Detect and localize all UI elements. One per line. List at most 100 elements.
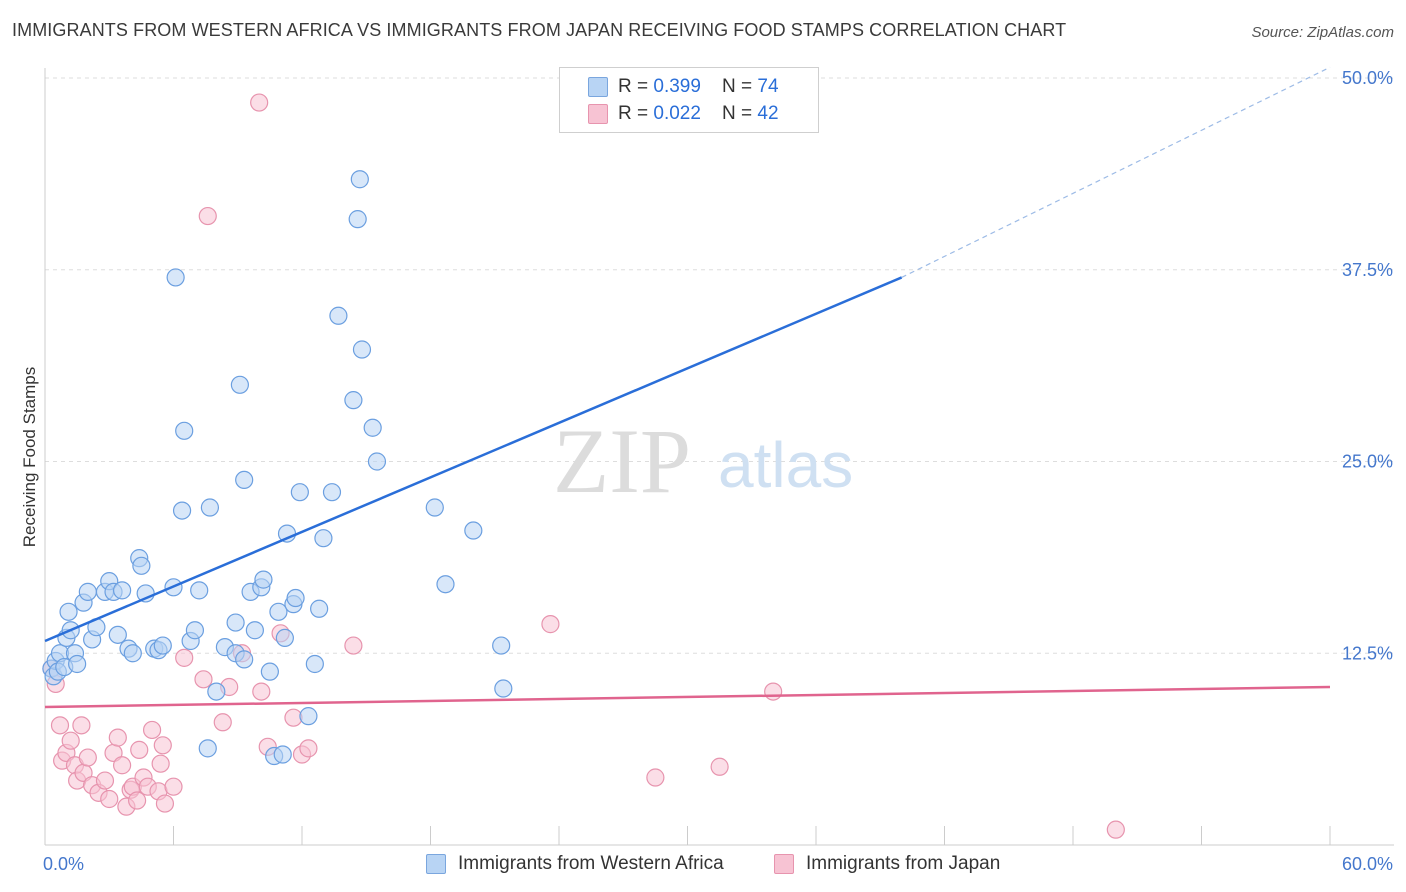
bottom-legend-swatch-pink (774, 854, 794, 874)
data-point-japan (153, 736, 172, 755)
data-point-japan (95, 771, 115, 790)
x-tick-label-min: 0.0% (43, 854, 84, 874)
x-tick-labels: 0.0% 60.0% (43, 854, 1393, 874)
data-point-western-africa (322, 483, 342, 502)
data-point-western-africa (344, 391, 363, 410)
data-point-western-africa (166, 268, 185, 287)
data-point-japan (175, 648, 194, 667)
chart-title: IMMIGRANTS FROM WESTERN AFRICA VS IMMIGR… (12, 20, 1067, 40)
data-point-western-africa (299, 707, 318, 726)
series-western-africa-points (42, 170, 513, 766)
chart-source: Source: ZipAtlas.com (1251, 24, 1394, 41)
legend-r-value: 0.022 (653, 103, 701, 124)
data-point-western-africa (290, 483, 309, 502)
data-point-western-africa (123, 644, 142, 663)
data-point-western-africa (175, 421, 194, 440)
data-point-western-africa (329, 306, 348, 325)
data-point-japan (127, 791, 147, 810)
data-point-japan (646, 768, 665, 787)
data-point-western-africa (436, 575, 455, 594)
y-tick-label: 37.5% (1342, 260, 1393, 280)
x-ticks (44, 826, 1331, 845)
trend-line-japan (44, 685, 1331, 709)
data-point-western-africa (68, 654, 87, 674)
x-tick-label-max: 60.0% (1342, 854, 1393, 874)
data-point-western-africa (59, 602, 78, 621)
data-point-western-africa (112, 581, 132, 600)
watermark: ZIP atlas (553, 410, 853, 512)
data-point-japan (112, 756, 132, 775)
data-point-western-africa (494, 679, 513, 698)
y-tick-label: 50.0% (1342, 68, 1393, 88)
bottom-legend-label: Immigrants from Japan (806, 853, 1001, 874)
data-point-japan (213, 713, 232, 732)
data-point-japan (50, 716, 70, 735)
bottom-legend-japan: Immigrants from Japan (774, 851, 1000, 877)
data-point-japan (155, 794, 175, 813)
data-point-japan (1106, 820, 1125, 839)
data-point-western-africa (275, 628, 294, 648)
data-point-japan (252, 682, 271, 701)
data-point-japan (194, 670, 213, 689)
legend-r-label: R = (618, 103, 654, 124)
watermark-zip: ZIP (553, 410, 691, 512)
watermark-atlas: atlas (718, 429, 853, 501)
gridlines (45, 77, 1394, 654)
legend-swatch-blue (588, 77, 608, 97)
data-point-western-africa (230, 375, 249, 394)
data-point-western-africa (108, 625, 127, 644)
legend-r-label: R = (618, 76, 654, 97)
data-point-japan (72, 716, 91, 735)
data-point-western-africa (153, 636, 172, 655)
data-point-western-africa (492, 636, 511, 655)
data-point-japan (250, 93, 269, 112)
legend-n-label: N = (722, 103, 758, 124)
data-point-japan (151, 754, 170, 773)
data-point-western-africa (348, 210, 367, 229)
bottom-legend-swatch-blue (426, 854, 446, 874)
data-point-western-africa (425, 498, 444, 517)
trend-line-western-africa (44, 276, 903, 643)
data-point-japan (130, 740, 149, 759)
data-point-japan (198, 206, 217, 226)
data-point-western-africa (254, 570, 273, 589)
y-tick-label: 25.0% (1342, 452, 1393, 472)
data-point-western-africa (314, 529, 333, 548)
legend-n-label: N = (722, 76, 758, 97)
data-point-western-africa (352, 340, 372, 359)
data-point-japan (108, 728, 127, 747)
data-point-japan (284, 708, 303, 727)
data-point-western-africa (350, 170, 369, 189)
legend-swatch-pink (588, 104, 608, 124)
data-point-western-africa (172, 501, 192, 520)
data-point-western-africa (305, 654, 324, 674)
trend-lines (44, 66, 1331, 709)
data-point-western-africa (200, 498, 220, 517)
data-point-western-africa (269, 602, 288, 621)
y-axis-title: Receiving Food Stamps (20, 367, 39, 547)
data-point-japan (61, 731, 80, 750)
bottom-legend-label: Immigrants from Western Africa (458, 853, 724, 874)
data-point-western-africa (286, 588, 305, 608)
data-point-western-africa (464, 521, 483, 540)
legend-n-value: 42 (757, 103, 779, 124)
data-point-western-africa (132, 556, 151, 575)
data-point-japan (100, 789, 119, 809)
data-point-western-africa (260, 662, 279, 681)
data-point-western-africa (367, 452, 387, 471)
y-tick-labels: 12.5% 25.0% 37.5% 50.0% (1342, 68, 1393, 663)
legend-r-value: 0.399 (653, 76, 701, 97)
data-point-western-africa (235, 650, 254, 669)
y-tick-label: 12.5% (1342, 643, 1393, 663)
data-point-western-africa (185, 621, 205, 640)
data-point-japan (344, 636, 363, 655)
data-point-western-africa (235, 470, 254, 490)
data-point-western-africa (207, 682, 226, 701)
data-point-western-africa (273, 745, 292, 764)
data-point-western-africa (245, 621, 264, 640)
data-point-japan (299, 739, 318, 758)
legend-n-value: 74 (757, 76, 779, 97)
data-point-western-africa (310, 599, 329, 618)
data-point-japan (164, 777, 183, 796)
